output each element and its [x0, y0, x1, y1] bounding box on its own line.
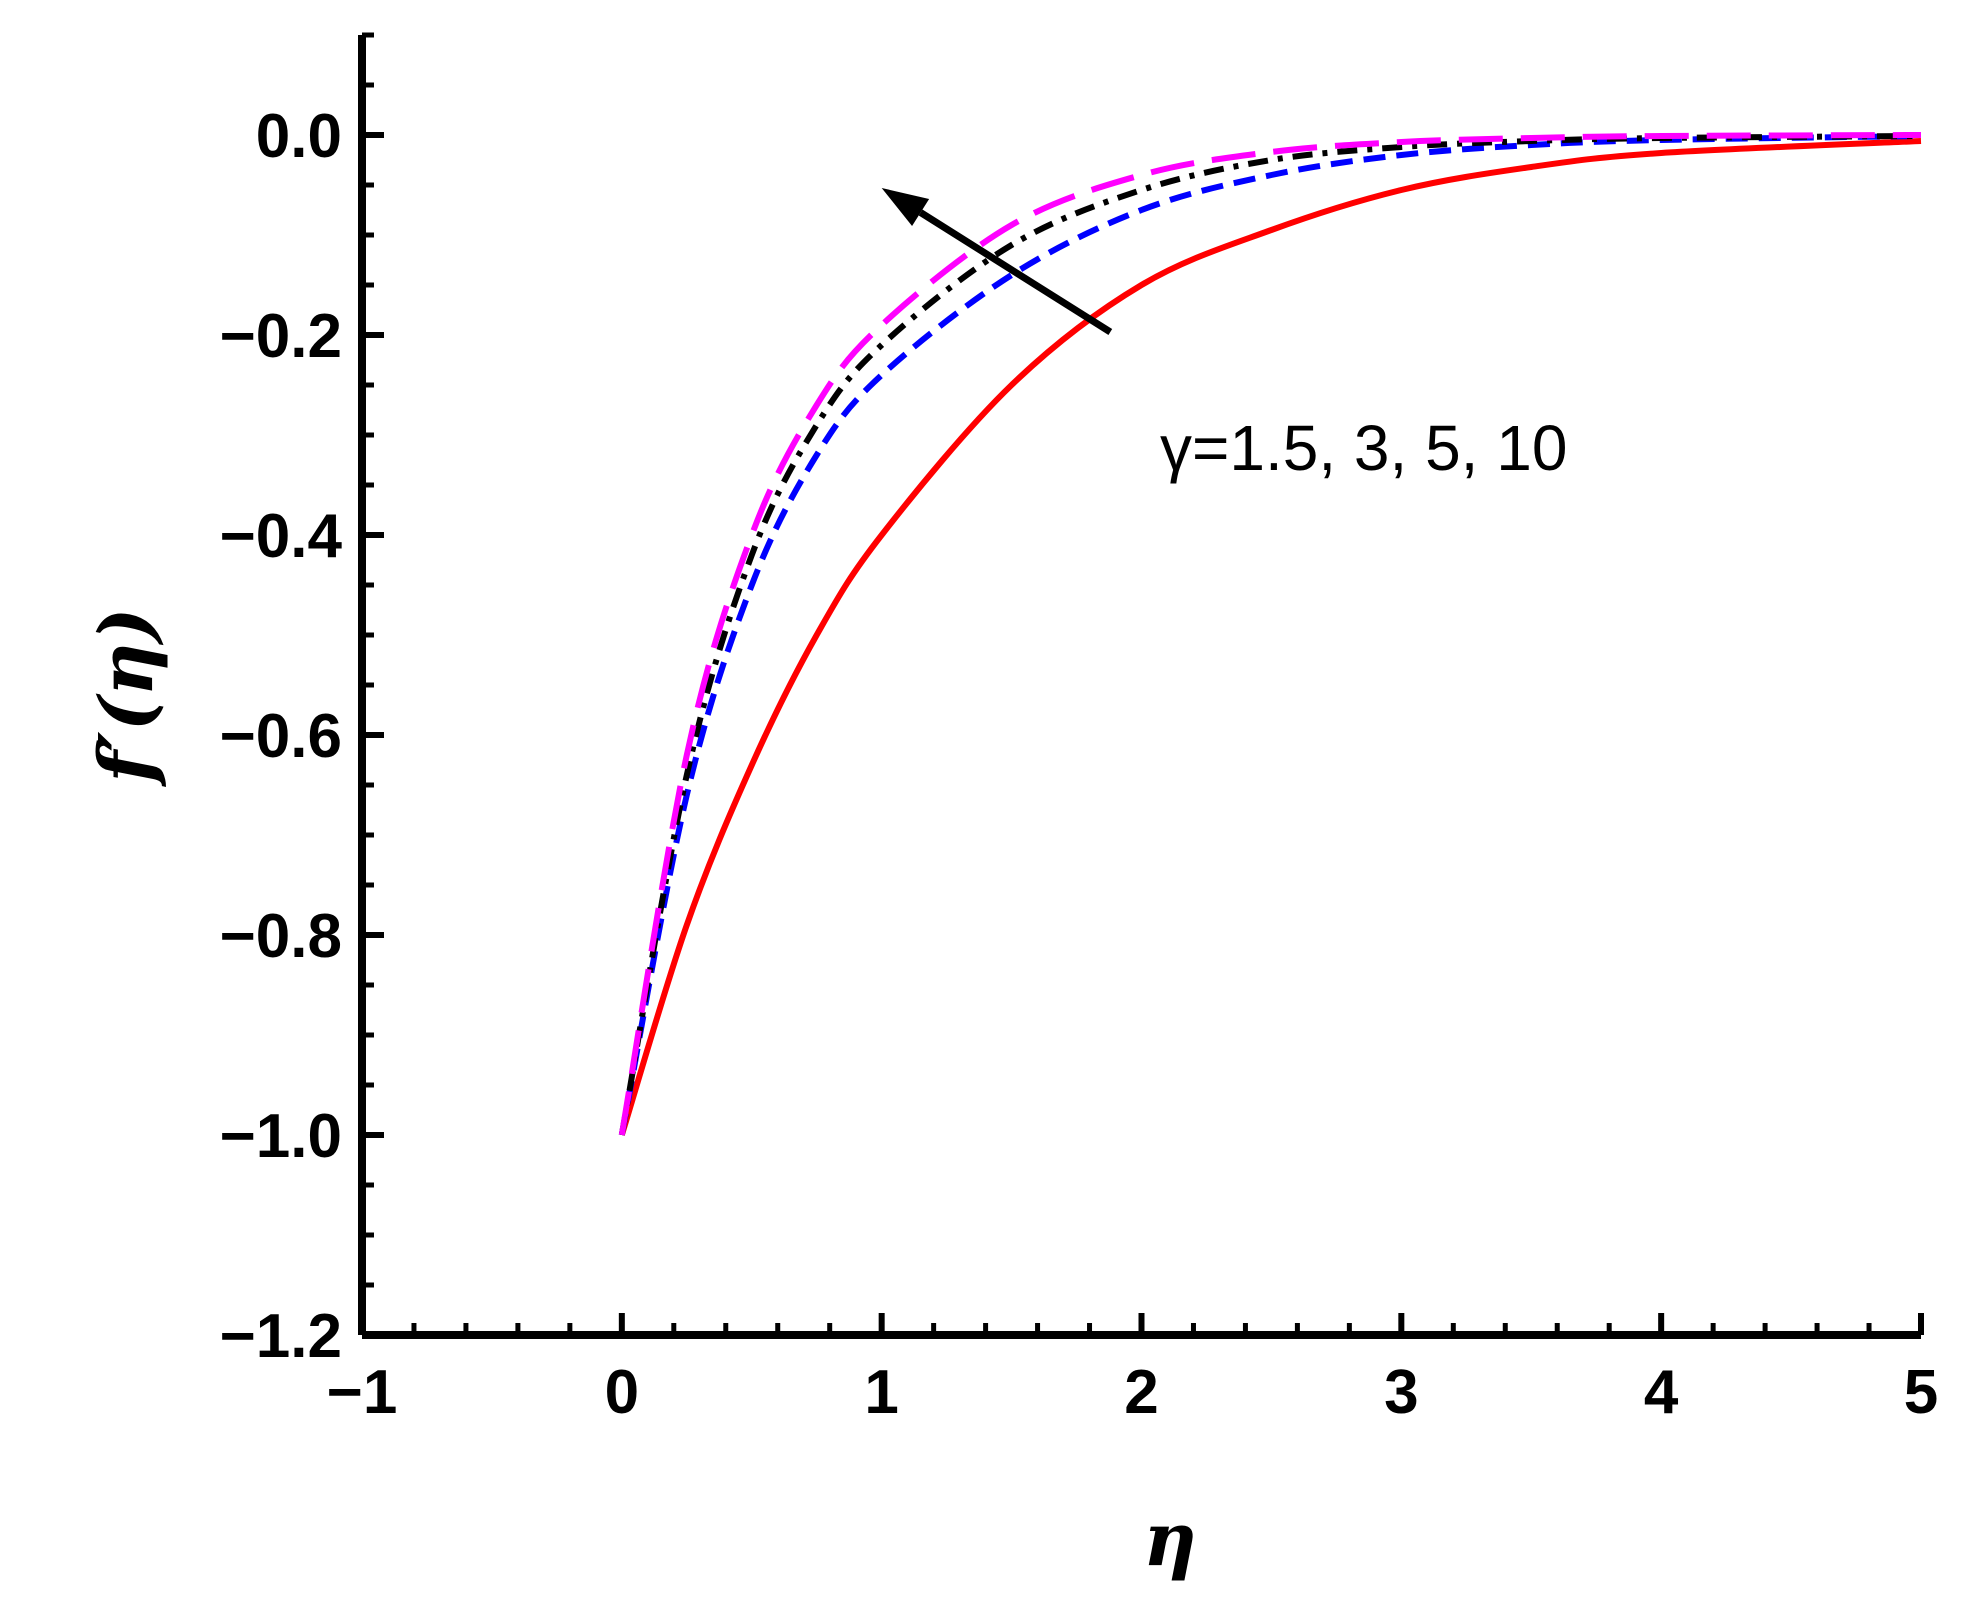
axis-ticks	[359, 32, 1924, 1338]
arrow-head	[881, 188, 930, 227]
series-layer	[618, 132, 1922, 1136]
x-tick-label: 4	[1644, 1358, 1679, 1427]
y-tick-labels: 0.0 −0.2 −0.4 −0.6 −0.8 −1.0 −1.2	[220, 102, 343, 1371]
x-tick-label: 1	[864, 1358, 898, 1427]
arrow-shaft	[918, 209, 1113, 335]
y-tick-label: −0.4	[220, 502, 343, 571]
y-tick-label: 0.0	[256, 102, 342, 171]
y-tick-label: −0.2	[220, 302, 342, 371]
x-tick-label: 0	[605, 1358, 639, 1427]
gamma-annotation: γ=1.5, 3, 5, 10	[1160, 412, 1567, 484]
y-tick-label: −0.8	[220, 902, 342, 971]
annotation-arrow-layer	[881, 188, 1113, 335]
series-line-1	[618, 138, 1922, 1136]
series-line-2	[618, 133, 1922, 1136]
x-axis-title: η	[1143, 1497, 1197, 1583]
y-tick-label: −1.0	[220, 1102, 342, 1171]
x-tick-label: −1	[327, 1358, 398, 1427]
x-tick-labels: −1 0 1 2 3 4 5	[327, 1358, 1939, 1427]
x-tick-label: 3	[1384, 1358, 1418, 1427]
y-tick-label: −1.2	[220, 1302, 342, 1371]
y-axis-title: f′(η)	[84, 607, 170, 787]
x-tick-label: 5	[1904, 1358, 1938, 1427]
x-tick-label: 2	[1124, 1358, 1158, 1427]
series-line-4	[618, 132, 1922, 1136]
y-tick-label: −0.6	[220, 702, 342, 771]
axes	[358, 35, 1921, 1339]
